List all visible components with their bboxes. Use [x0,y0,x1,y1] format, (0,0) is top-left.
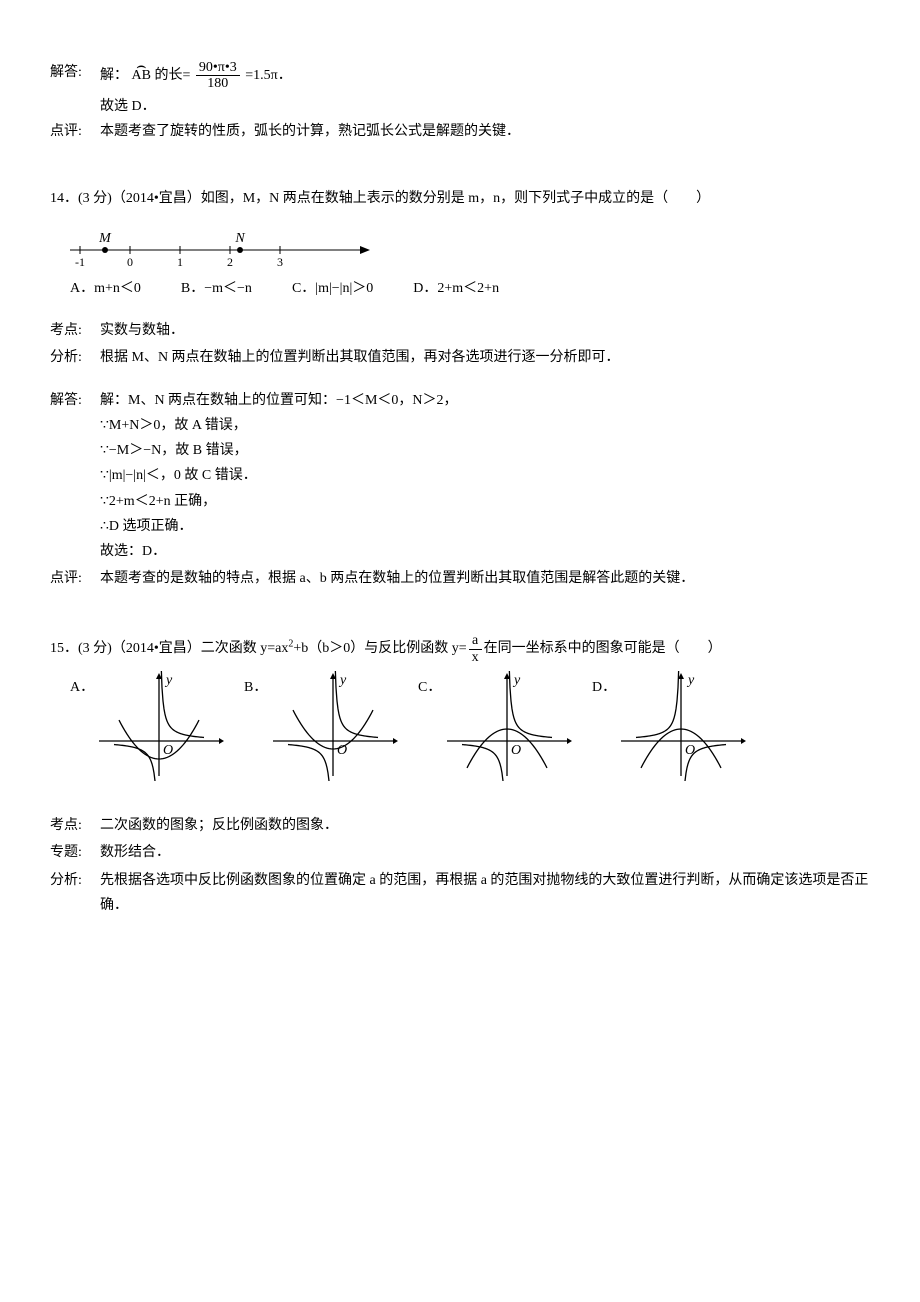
arc-ab: AB [132,63,151,88]
answer-line: ∵−M＞−N，故 B 错误， [100,438,870,463]
fenxi-text: 根据 M、N 两点在数轴上的位置判断出其取值范围，再对各选项进行逐一分析即可． [100,345,870,370]
answer-line: ∵M+N＞0，故 A 错误， [100,413,870,438]
result: =1.5π． [245,68,291,83]
stem-prefix: 15．(3 分)（2014•宜昌）二次函数 y=ax [50,642,288,657]
opt-b-block: B． yO [244,671,418,781]
zhuanti-text: 数形结合． [100,840,870,865]
opt-a-block: A． yO [70,671,244,781]
svg-text:y: y [338,673,347,688]
svg-text:1: 1 [177,255,183,269]
svg-text:O: O [511,743,521,758]
opt-c: C．|m|−|n|＞0 [292,276,373,301]
svg-text:y: y [512,673,521,688]
review-text: 本题考查的是数轴的特点，根据 a、b 两点在数轴上的位置判断出其取值范围是解答此… [100,566,870,591]
q14-options: A．m+n＜0 B．−m＜−n C．|m|−|n|＞0 D．2+m＜2+n [50,276,870,301]
answer-line: 解：M、N 两点在数轴上的位置可知：−1＜M＜0，N＞2， [100,388,870,413]
svg-text:y: y [686,673,695,688]
answer-label: 解答: [50,388,100,413]
q13-review: 点评: 本题考查了旋转的性质，弧长的计算，熟记弧长公式是解题的关键． [50,119,870,144]
answer-prefix: 解： [100,68,128,83]
arc-suffix: 的长= [154,68,190,83]
answer-line: ∴D 选项正确． [100,514,870,539]
svg-text:2: 2 [227,255,233,269]
q14-kaodian: 考点: 实数与数轴． [50,318,870,343]
review-label: 点评: [50,119,100,144]
opt-b: B．−m＜−n [181,276,252,301]
q14-stem: 14．(3 分)（2014•宜昌）如图，M，N 两点在数轴上表示的数分别是 m，… [50,186,870,211]
answer-line: ∵2+m＜2+n 正确， [100,489,870,514]
answer-content: 解：M、N 两点在数轴上的位置可知：−1＜M＜0，N＞2，∵M+N＞0，故 A … [100,388,870,564]
kaodian-label: 考点: [50,813,100,838]
zhuanti-label: 专题: [50,840,100,865]
fraction: 90•π•3 180 [196,60,240,92]
opt-c-block: C． yO [418,671,592,781]
opt-a: A．m+n＜0 [70,276,141,301]
svg-text:O: O [685,743,695,758]
q15-fenxi: 分析: 先根据各选项中反比例函数图象的位置确定 a 的范围，再根据 a 的范围对… [50,868,870,918]
opt-d-block: D． yO [592,671,766,781]
graph-a: yO [94,671,244,781]
q14-fenxi: 分析: 根据 M、N 两点在数轴上的位置判断出其取值范围，再对各选项进行逐一分析… [50,345,870,370]
svg-text:3: 3 [277,255,283,269]
q14-review: 点评: 本题考查的是数轴的特点，根据 a、b 两点在数轴上的位置判断出其取值范围… [50,566,870,591]
review-text: 本题考查了旋转的性质，弧长的计算，熟记弧长公式是解题的关键． [100,119,870,144]
svg-text:y: y [164,673,173,688]
svg-text:0: 0 [127,255,133,269]
answer-line: ∵|m|−|n|＜，0 故 C 错误． [100,463,870,488]
svg-text:-1: -1 [75,255,85,269]
number-line-figure: -1 0 1 2 3 M N [70,215,370,270]
opt-b-letter: B． [244,671,268,700]
frac-den: 180 [196,76,240,91]
kaodian-text: 实数与数轴． [100,318,870,343]
kaodian-label: 考点: [50,318,100,343]
opt-a-letter: A． [70,671,94,700]
answer-label: 解答: [50,60,100,85]
frac-num: a [469,633,482,649]
graph-d: yO [616,671,766,781]
kaodian-text: 二次函数的图象；反比例函数的图象． [100,813,870,838]
q13-answer: 解答: 解： AB 的长= 90•π•3 180 =1.5π． [50,60,870,92]
q13-conclusion: 故选 D． [50,94,870,119]
graph-c: yO [442,671,592,781]
q15-stem: 15．(3 分)（2014•宜昌）二次函数 y=ax2+b（b＞0）与反比例函数… [50,633,870,665]
answer-content: 解： AB 的长= 90•π•3 180 =1.5π． [100,60,870,92]
opt-c-letter: C． [418,671,442,700]
q15-options: A． yO B． yO C． yO D． yO [50,671,870,781]
graph-b: yO [268,671,418,781]
review-label: 点评: [50,566,100,591]
opt-d: D．2+m＜2+n [413,276,499,301]
frac-den: x [469,650,482,665]
q15-kaodian: 考点: 二次函数的图象；反比例函数的图象． [50,813,870,838]
svg-text:N: N [234,231,245,246]
stem-mid: +b（b＞0）与反比例函数 y= [293,642,466,657]
fenxi-label: 分析: [50,345,100,370]
stem-suffix: 在同一坐标系中的图象可能是（ ） [484,642,722,657]
q15-zhuanti: 专题: 数形结合． [50,840,870,865]
frac-num: 90•π•3 [196,60,240,76]
fenxi-text: 先根据各选项中反比例函数图象的位置确定 a 的范围，再根据 a 的范围对抛物线的… [100,868,870,918]
fraction: ax [469,633,482,665]
opt-d-letter: D． [592,671,616,700]
answer-line: 故选：D． [100,539,870,564]
svg-text:M: M [98,231,112,246]
q14-answer: 解答: 解：M、N 两点在数轴上的位置可知：−1＜M＜0，N＞2，∵M+N＞0，… [50,388,870,564]
fenxi-label: 分析: [50,868,100,893]
